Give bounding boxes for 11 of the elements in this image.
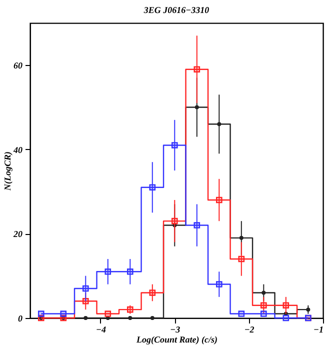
x-tick-label: −4: [96, 324, 106, 334]
x-tick-label: −1: [314, 324, 324, 334]
y-tick-label: 0: [18, 314, 23, 324]
x-tick-label: −3: [170, 324, 181, 334]
y-tick-label: 40: [12, 144, 23, 155]
chart-title: 3EG J0616−3310: [142, 5, 210, 15]
y-axis-title: N(LogCR): [2, 152, 12, 192]
y-tick-label: 20: [12, 229, 23, 240]
x-axis-title: Log(Count Rate) (c/s): [136, 334, 218, 344]
x-tick-label: −2: [244, 324, 255, 334]
y-tick-label: 60: [14, 60, 23, 71]
